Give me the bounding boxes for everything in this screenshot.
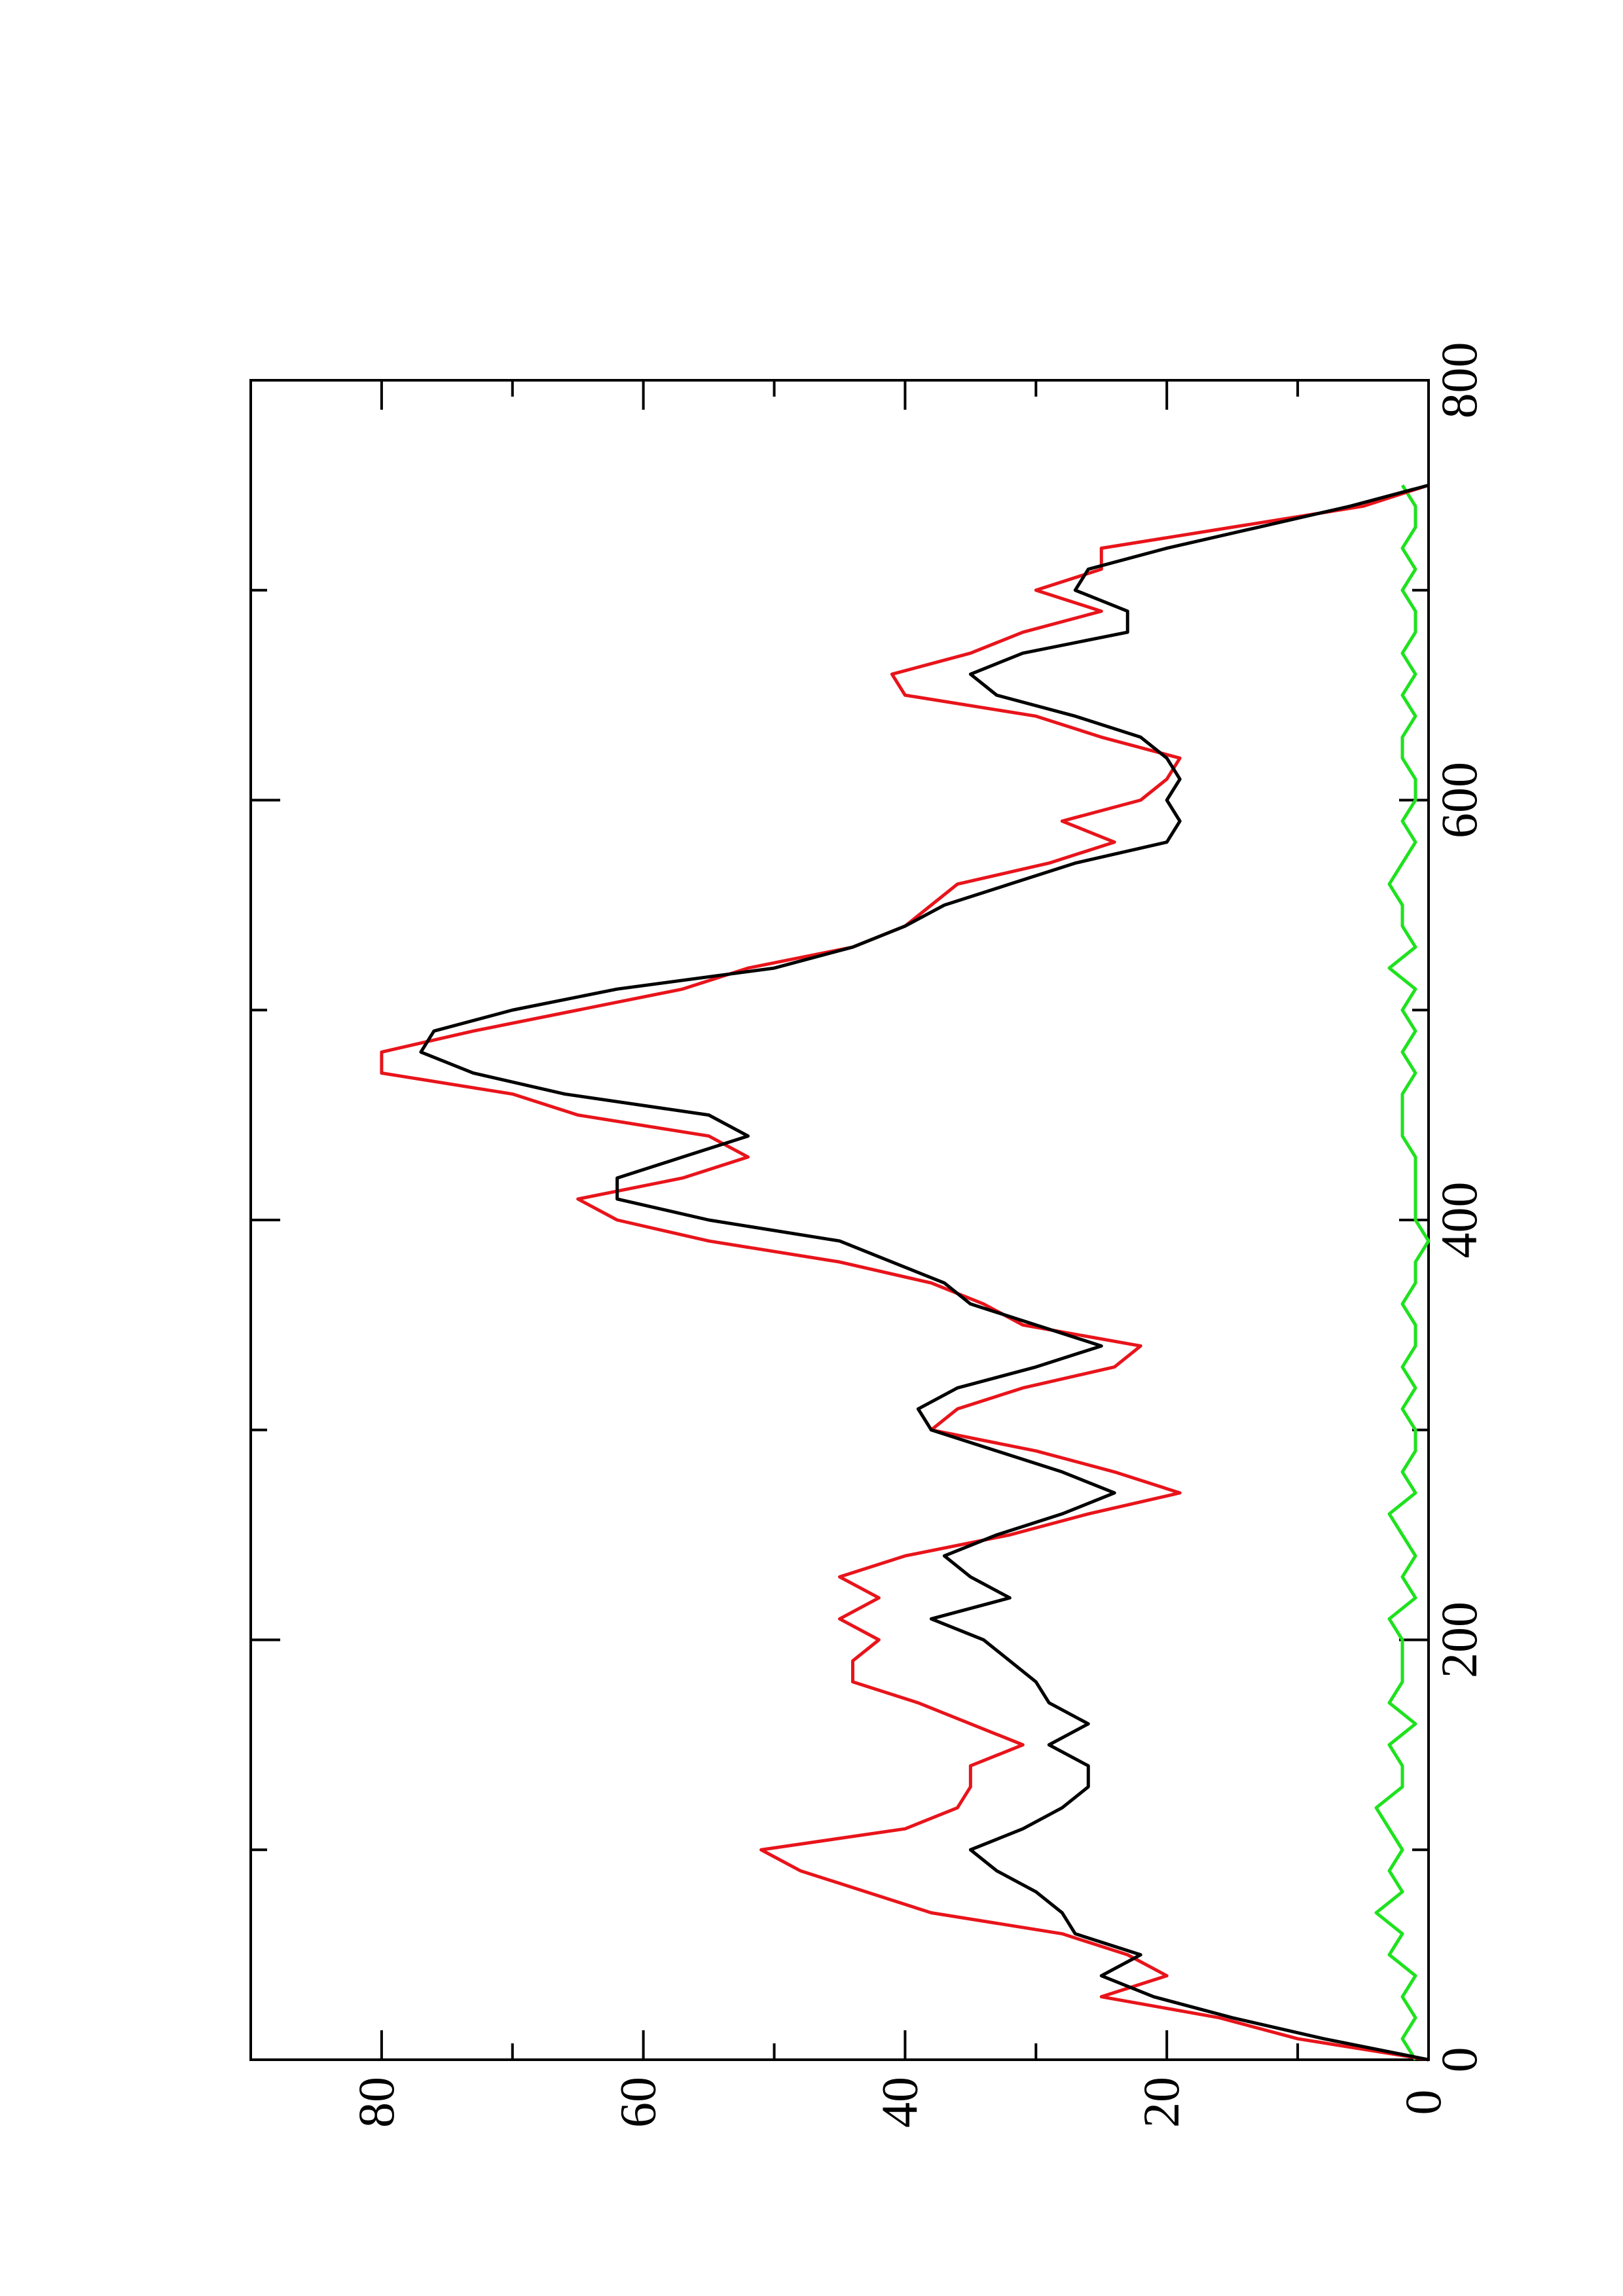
y-tick-label: 60: [610, 2077, 666, 2128]
y-tick-label: 40: [871, 2077, 928, 2128]
x-tick-label: 800: [1431, 342, 1487, 419]
x-tick-label: 0: [1431, 2047, 1487, 2073]
series-line: [419, 483, 1429, 2062]
x-tick-label: 200: [1431, 1602, 1487, 1678]
series-line: [380, 483, 1429, 2062]
x-tick-label: 600: [1431, 762, 1487, 838]
y-tick-label: 20: [1133, 2077, 1190, 2128]
x-tick-label: 400: [1431, 1182, 1487, 1259]
y-tick-label: 0: [1395, 2090, 1451, 2115]
series-line: [1374, 484, 1431, 2061]
plot-frame: [249, 379, 1430, 2061]
y-tick-label: 80: [348, 2077, 405, 2128]
